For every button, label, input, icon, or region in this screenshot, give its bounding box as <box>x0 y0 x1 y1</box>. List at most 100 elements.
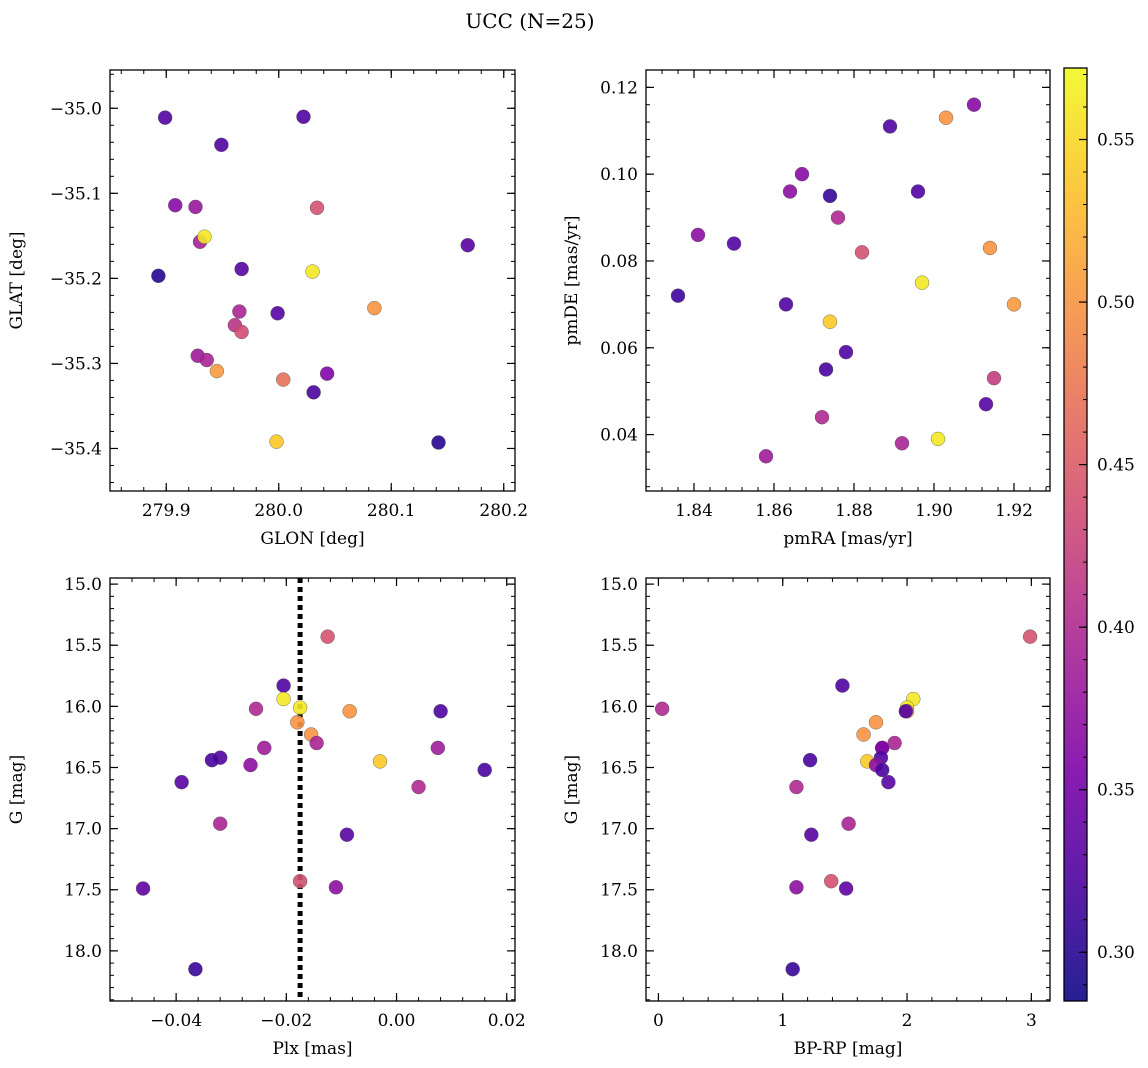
data-point <box>881 774 896 790</box>
data-point <box>276 691 291 707</box>
data-point <box>342 704 357 719</box>
x-axis-label: BP-RP [mag] <box>794 1039 903 1059</box>
data-point <box>822 314 838 329</box>
data-point <box>168 198 183 213</box>
x-tick-label: 1 <box>777 1011 788 1031</box>
y-tick-label: −35.1 <box>50 184 102 204</box>
y-tick-label: 17.5 <box>600 881 638 901</box>
panel-bprp-g: 0 1 2 3 15.0 15.5 16.0 16.5 17.0 17.5 18.0 BP-RP [m… <box>562 575 1051 1059</box>
data-point <box>234 261 249 277</box>
data-point <box>726 236 742 251</box>
data-point <box>874 762 890 778</box>
y-tick-label: 15.0 <box>600 575 638 595</box>
data-point <box>276 678 291 693</box>
data-point <box>854 245 870 260</box>
x-tick-label: 280.2 <box>479 501 528 521</box>
data-point <box>930 431 946 447</box>
data-point <box>1006 297 1022 312</box>
data-point <box>306 385 321 400</box>
data-point <box>135 881 151 896</box>
data-point <box>411 779 426 795</box>
data-point <box>309 735 324 751</box>
data-point <box>822 188 838 204</box>
y-axis-label: GLAT [deg] <box>7 231 27 329</box>
colorbar-tick-label: 0.40 <box>1097 618 1135 638</box>
panel-pmra-pmde: 1.84 1.86 1.88 1.90 1.92 0.04 0.06 0.08 0.10 0.12… <box>562 69 1051 549</box>
x-tick-label: 2 <box>902 1011 913 1031</box>
y-tick-label: −35.0 <box>50 99 102 119</box>
y-tick-label: 18.0 <box>600 942 638 962</box>
data-point <box>898 704 914 719</box>
panel-plx-g: −0.04 −0.02 0.00 0.02 15.0 15.5 16.0 16.5 17.0 17… <box>7 575 526 1059</box>
x-tick-label: 3 <box>1026 1011 1037 1031</box>
y-tick-label: −35.4 <box>50 439 102 459</box>
panel-glon-glat: 279.9 280.0 280.1 280.2 −35.4 −35.3 −35.2 −35.1… <box>7 69 528 549</box>
data-point <box>978 396 994 412</box>
y-tick-label: 0.08 <box>600 252 638 272</box>
data-point <box>782 184 798 199</box>
data-point <box>758 449 774 464</box>
data-point <box>966 97 982 112</box>
colorbar-tick-label: 0.50 <box>1097 293 1135 313</box>
y-tick-label: 0.04 <box>600 426 638 446</box>
data-point <box>986 370 1002 386</box>
data-point <box>882 119 898 134</box>
y-tick-label: 16.5 <box>600 758 638 778</box>
data-point <box>785 962 800 977</box>
data-point <box>982 240 998 256</box>
data-point <box>910 184 926 199</box>
y-tick-label: 17.5 <box>64 881 102 901</box>
y-tick-label: 18.0 <box>64 942 102 962</box>
x-tick-label: 1.90 <box>915 501 953 521</box>
data-point <box>430 740 446 756</box>
data-point <box>213 816 228 831</box>
data-point <box>209 363 225 379</box>
x-tick-label: 1.84 <box>675 501 713 521</box>
y-tick-label: 15.5 <box>600 636 638 656</box>
data-point <box>460 238 475 253</box>
colorbar: 0.30 0.35 0.40 0.45 0.50 0.55 <box>1063 67 1135 1002</box>
data-point <box>328 880 344 895</box>
data-point <box>257 740 272 756</box>
y-tick-label: 17.0 <box>600 820 638 840</box>
data-point <box>339 827 355 842</box>
data-point <box>802 752 818 768</box>
data-point <box>856 727 871 742</box>
data-point <box>214 137 229 153</box>
x-tick-label: 0 <box>653 1011 664 1031</box>
colorbar-tick-label: 0.55 <box>1097 131 1135 151</box>
y-axis-label: G [mag] <box>7 755 27 824</box>
colorbar-gradient <box>1063 67 1088 1002</box>
panels: 279.9 280.0 280.1 280.2 −35.4 −35.3 −35.2 −35.1… <box>7 69 1051 1059</box>
data-point <box>835 678 850 693</box>
plot-frame <box>645 577 1051 1002</box>
data-point <box>838 881 854 896</box>
data-point <box>243 757 258 773</box>
colorbar-tick-label: 0.30 <box>1097 943 1135 963</box>
x-tick-label: 1.92 <box>995 501 1033 521</box>
data-point <box>894 436 910 451</box>
data-point <box>174 774 189 790</box>
data-point <box>841 816 856 831</box>
data-point <box>868 715 884 730</box>
data-point <box>778 297 794 312</box>
y-tick-label: −35.2 <box>50 269 102 289</box>
data-point <box>1022 629 1038 644</box>
data-point <box>887 735 902 751</box>
data-point <box>197 229 212 244</box>
y-tick-label: 15.0 <box>64 575 102 595</box>
data-point <box>199 352 214 368</box>
x-axis-label: pmRA [mas/yr] <box>783 529 912 549</box>
data-point <box>234 324 249 340</box>
data-point <box>270 306 285 321</box>
data-point <box>477 762 492 778</box>
y-tick-label: 0.12 <box>600 78 638 98</box>
data-point <box>232 304 247 319</box>
data-point <box>818 362 834 377</box>
data-point <box>296 109 311 124</box>
y-tick-label: 15.5 <box>64 636 102 656</box>
x-tick-label: −0.04 <box>150 1011 202 1031</box>
data-point <box>320 629 335 644</box>
y-axis-label: pmDE [mas/yr] <box>562 215 582 345</box>
